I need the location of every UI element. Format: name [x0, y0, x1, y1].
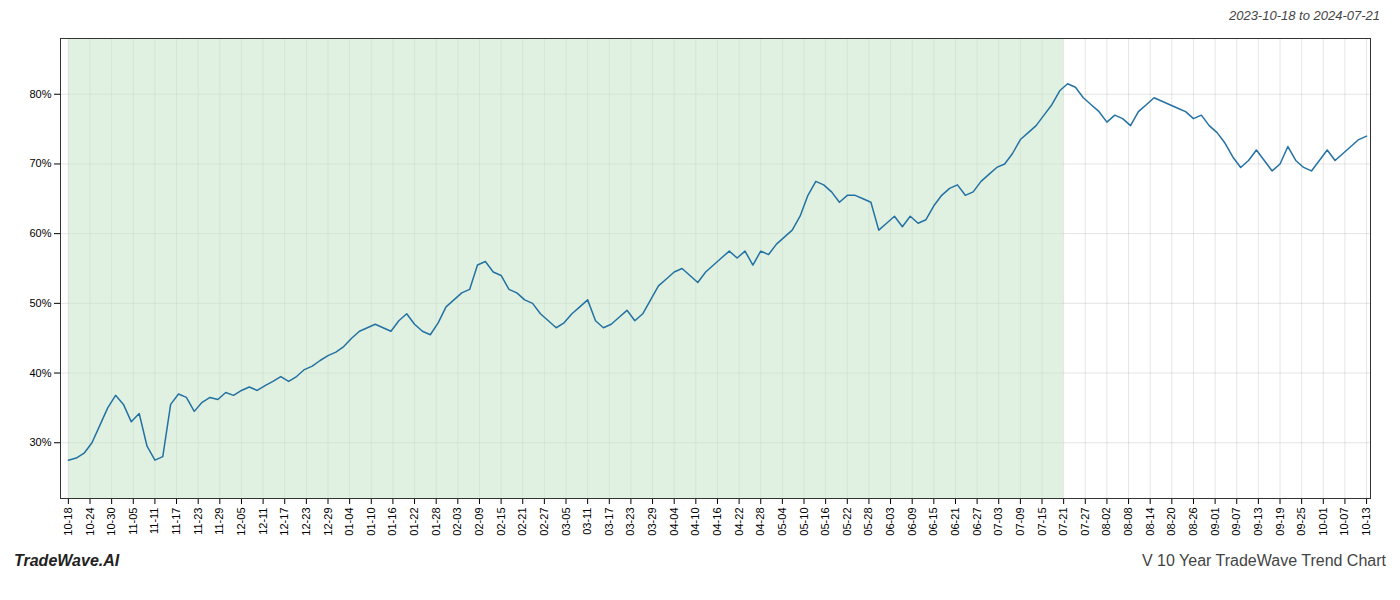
svg-text:01-28: 01-28: [430, 508, 442, 536]
svg-text:03-17: 03-17: [603, 508, 615, 536]
svg-text:09-25: 09-25: [1295, 508, 1307, 536]
svg-text:06-27: 06-27: [971, 508, 983, 536]
svg-text:02-03: 02-03: [451, 508, 463, 536]
svg-text:12-23: 12-23: [300, 508, 312, 536]
svg-text:06-09: 06-09: [906, 508, 918, 536]
svg-text:60%: 60%: [29, 227, 51, 239]
svg-text:70%: 70%: [29, 157, 51, 169]
svg-text:04-04: 04-04: [668, 508, 680, 536]
svg-text:09-07: 09-07: [1230, 508, 1242, 536]
svg-text:01-22: 01-22: [408, 508, 420, 536]
svg-text:07-21: 07-21: [1057, 508, 1069, 536]
svg-text:12-05: 12-05: [235, 508, 247, 536]
html-text:V 10 Year TradeWave Trend Char: V 10 Year TradeWave Trend Chart: [1142, 552, 1386, 569]
svg-text:08-20: 08-20: [1165, 508, 1177, 536]
svg-text:04-28: 04-28: [754, 508, 766, 536]
svg-text:05-28: 05-28: [862, 508, 874, 536]
svg-text:09-19: 09-19: [1274, 508, 1286, 536]
svg-text:08-02: 08-02: [1100, 508, 1112, 536]
svg-text:07-09: 07-09: [1014, 508, 1026, 536]
svg-text:11-05: 11-05: [127, 508, 139, 535]
svg-text:30%: 30%: [29, 436, 51, 448]
svg-text:02-27: 02-27: [538, 508, 550, 536]
svg-text:05-04: 05-04: [776, 508, 788, 536]
svg-text:06-03: 06-03: [884, 508, 896, 536]
html-text:TradeWave.AI: TradeWave.AI: [14, 552, 120, 569]
svg-text:04-22: 04-22: [733, 508, 745, 536]
svg-text:02-15: 02-15: [495, 508, 507, 536]
svg-text:08-08: 08-08: [1122, 508, 1134, 536]
svg-text:03-23: 03-23: [624, 508, 636, 536]
svg-text:02-09: 02-09: [473, 508, 485, 536]
svg-text:12-29: 12-29: [322, 508, 334, 536]
svg-text:06-21: 06-21: [949, 508, 961, 536]
svg-text:03-05: 03-05: [560, 508, 572, 536]
svg-text:10-01: 10-01: [1317, 508, 1329, 536]
svg-text:10-18: 10-18: [62, 508, 74, 536]
svg-text:05-10: 05-10: [798, 508, 810, 536]
html-text:2023-10-18 to 2024-07-21: 2023-10-18 to 2024-07-21: [1228, 8, 1380, 23]
svg-text:04-10: 04-10: [689, 508, 701, 536]
svg-text:10-30: 10-30: [105, 508, 117, 536]
svg-text:08-26: 08-26: [1187, 508, 1199, 536]
svg-text:50%: 50%: [29, 297, 51, 309]
svg-text:10-24: 10-24: [84, 508, 96, 536]
svg-text:11-29: 11-29: [213, 508, 225, 535]
svg-text:11-23: 11-23: [192, 508, 204, 535]
svg-text:12-11: 12-11: [257, 508, 269, 535]
svg-text:08-14: 08-14: [1144, 508, 1156, 536]
svg-text:07-15: 07-15: [1036, 508, 1048, 536]
svg-text:11-11: 11-11: [148, 508, 160, 535]
svg-text:09-01: 09-01: [1209, 508, 1221, 536]
svg-text:03-29: 03-29: [646, 508, 658, 536]
svg-text:05-16: 05-16: [819, 508, 831, 536]
svg-text:01-04: 01-04: [343, 508, 355, 536]
svg-text:01-16: 01-16: [386, 508, 398, 536]
svg-text:80%: 80%: [29, 88, 51, 100]
svg-text:07-03: 07-03: [992, 508, 1004, 536]
svg-text:04-16: 04-16: [711, 508, 723, 536]
svg-text:01-10: 01-10: [365, 508, 377, 536]
svg-text:09-13: 09-13: [1252, 508, 1264, 536]
svg-text:07-27: 07-27: [1079, 508, 1091, 536]
svg-text:03-11: 03-11: [581, 508, 593, 535]
svg-text:10-07: 10-07: [1338, 508, 1350, 536]
svg-text:40%: 40%: [29, 367, 51, 379]
svg-text:06-15: 06-15: [927, 508, 939, 536]
svg-text:05-22: 05-22: [841, 508, 853, 536]
svg-text:12-17: 12-17: [278, 508, 290, 536]
svg-text:02-21: 02-21: [516, 508, 528, 536]
svg-text:11-17: 11-17: [170, 508, 182, 535]
svg-text:10-13: 10-13: [1360, 508, 1372, 536]
